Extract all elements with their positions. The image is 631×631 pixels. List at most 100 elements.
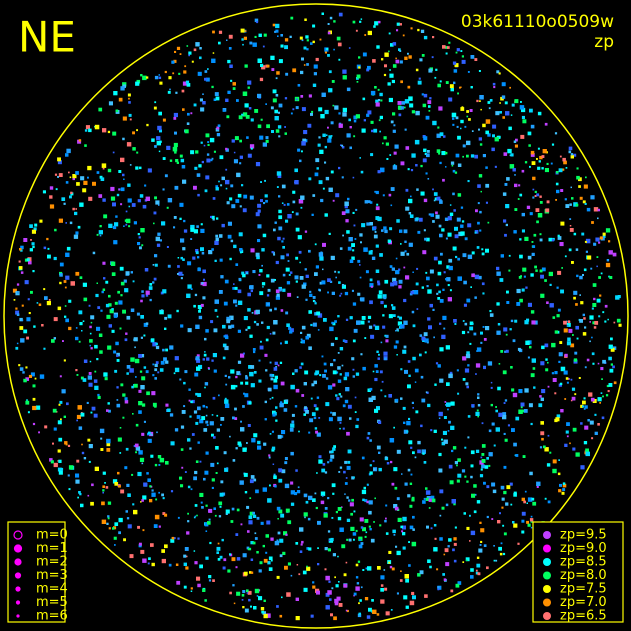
star xyxy=(425,115,430,120)
star xyxy=(185,566,189,570)
star xyxy=(370,538,375,543)
star xyxy=(77,139,82,144)
star xyxy=(345,561,348,564)
star xyxy=(137,525,140,529)
star xyxy=(480,528,485,533)
star xyxy=(544,497,547,500)
star xyxy=(241,271,245,275)
star xyxy=(476,350,478,352)
star xyxy=(363,486,366,490)
star xyxy=(371,129,374,133)
star xyxy=(208,508,213,513)
star xyxy=(154,368,158,372)
star xyxy=(337,271,340,274)
star xyxy=(448,464,453,469)
star xyxy=(127,93,131,97)
star xyxy=(448,538,452,542)
star xyxy=(360,18,363,20)
star xyxy=(307,517,311,521)
star xyxy=(505,502,509,506)
star xyxy=(113,350,117,354)
star xyxy=(241,594,245,597)
star xyxy=(388,561,391,564)
star xyxy=(476,563,481,568)
star xyxy=(425,172,428,175)
star xyxy=(260,199,263,203)
star xyxy=(278,509,283,514)
star xyxy=(300,206,303,209)
star xyxy=(237,193,242,198)
star xyxy=(341,544,346,549)
star xyxy=(325,575,330,581)
star xyxy=(158,491,160,494)
star xyxy=(290,16,294,20)
star xyxy=(352,532,357,536)
star xyxy=(210,159,213,162)
star xyxy=(89,339,93,343)
star xyxy=(188,399,191,402)
star xyxy=(505,333,508,336)
star xyxy=(544,122,548,126)
star xyxy=(88,444,93,449)
star xyxy=(439,537,443,541)
star xyxy=(132,131,135,135)
star xyxy=(321,495,324,497)
star xyxy=(503,152,508,156)
star xyxy=(538,403,543,408)
star xyxy=(616,318,621,323)
star xyxy=(173,117,177,120)
star xyxy=(183,405,186,408)
star xyxy=(335,276,337,279)
star xyxy=(534,190,537,193)
star xyxy=(116,359,120,362)
star xyxy=(467,71,470,73)
star xyxy=(370,285,373,288)
star xyxy=(439,132,444,137)
star xyxy=(364,519,369,523)
star xyxy=(16,291,19,294)
star xyxy=(402,516,407,522)
star xyxy=(586,358,590,362)
star xyxy=(326,47,329,51)
star xyxy=(366,615,371,619)
star xyxy=(152,402,157,407)
star xyxy=(292,68,297,73)
star xyxy=(428,498,432,502)
star xyxy=(408,564,411,567)
star xyxy=(119,452,122,454)
star xyxy=(390,609,393,611)
star xyxy=(348,118,351,122)
star xyxy=(454,63,459,68)
star xyxy=(107,402,110,405)
star xyxy=(406,430,409,433)
star xyxy=(274,221,277,224)
star xyxy=(373,25,376,28)
star xyxy=(587,419,590,422)
star xyxy=(259,345,264,350)
star xyxy=(66,148,71,154)
star xyxy=(330,450,334,454)
star xyxy=(547,500,551,504)
star xyxy=(593,326,597,329)
star xyxy=(379,253,383,257)
star xyxy=(412,528,415,531)
star xyxy=(31,242,35,246)
star xyxy=(375,216,380,220)
star xyxy=(466,559,468,562)
star xyxy=(549,303,554,308)
star xyxy=(505,223,508,227)
star xyxy=(260,340,262,343)
star xyxy=(526,502,528,504)
star xyxy=(503,402,506,404)
zp-legend-label: zp=6.5 xyxy=(560,609,607,624)
star xyxy=(375,206,380,211)
star xyxy=(49,204,55,209)
star xyxy=(357,259,361,263)
star xyxy=(377,566,381,570)
star xyxy=(64,441,68,445)
star xyxy=(341,144,344,147)
star xyxy=(563,370,568,375)
star xyxy=(521,497,525,502)
star xyxy=(58,470,63,475)
star xyxy=(214,259,217,262)
